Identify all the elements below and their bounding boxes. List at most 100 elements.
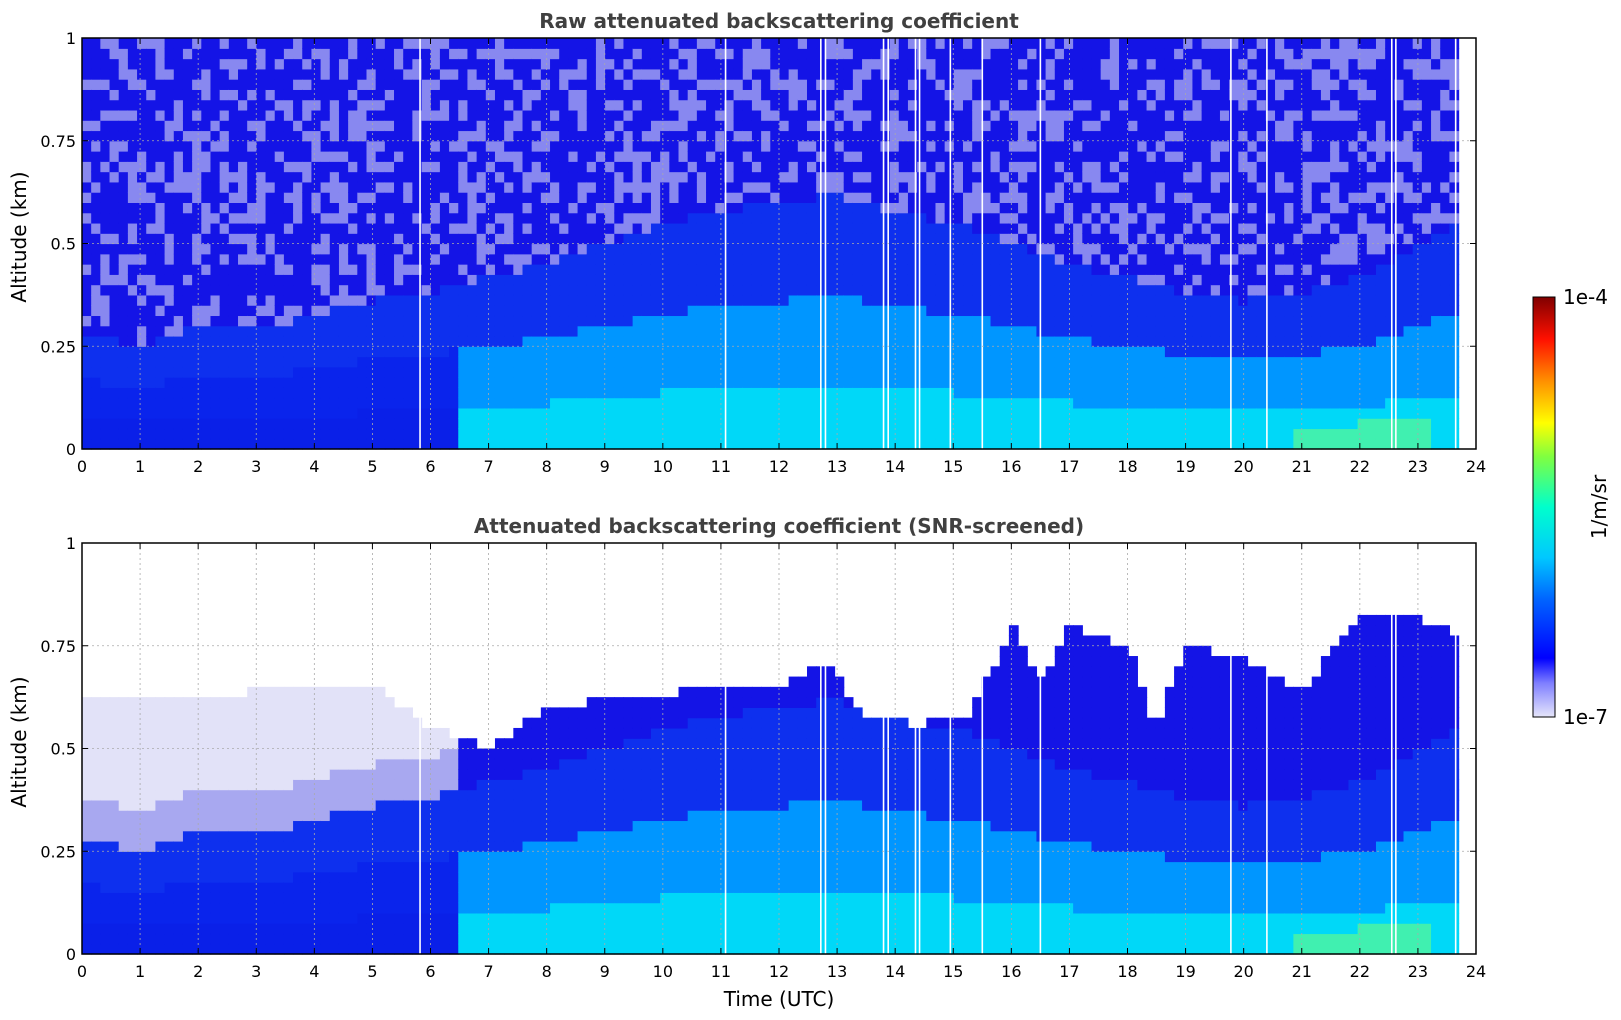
heatmap-cell	[1137, 130, 1148, 142]
heatmap-cell	[715, 38, 726, 49]
heatmap-cell	[1027, 387, 1038, 399]
heatmap-cell	[504, 377, 514, 388]
heatmap-cell	[164, 325, 175, 337]
heatmap-cell	[412, 356, 423, 368]
heatmap-cell	[972, 233, 982, 245]
heatmap-cell	[990, 192, 1001, 203]
heatmap-cell	[926, 274, 937, 286]
heatmap-cell	[641, 346, 652, 358]
heatmap-cell	[283, 233, 294, 245]
heatmap-cell	[283, 264, 294, 275]
heatmap-cell	[238, 264, 248, 275]
heatmap-cell	[632, 428, 643, 440]
heatmap-cell	[394, 202, 404, 214]
heatmap-cell	[1174, 243, 1184, 255]
heatmap-cell	[999, 418, 1010, 430]
heatmap-cell	[1100, 212, 1111, 224]
heatmap-cell	[935, 253, 946, 265]
heatmap-cell	[1036, 202, 1047, 214]
heatmap-cell	[219, 407, 230, 419]
heatmap-cell	[733, 171, 744, 183]
heatmap-cell	[228, 202, 239, 214]
heatmap-cell	[614, 212, 625, 224]
heatmap-cell	[1082, 438, 1093, 450]
heatmap-cell	[109, 38, 120, 49]
heatmap-cell	[494, 305, 505, 317]
heatmap-cell	[972, 387, 982, 399]
heatmap-cell	[458, 325, 469, 337]
heatmap-cell	[1054, 315, 1065, 327]
heatmap-cell	[320, 120, 331, 132]
heatmap-cell	[82, 161, 92, 173]
heatmap-cell	[880, 202, 891, 214]
heatmap-cell	[724, 315, 735, 327]
heatmap-cell	[320, 130, 331, 142]
heatmap-cell	[1100, 202, 1111, 214]
heatmap-cell	[274, 120, 285, 132]
heatmap-cell	[540, 294, 551, 306]
heatmap-cell	[485, 356, 496, 368]
heatmap-cell	[972, 212, 982, 224]
heatmap-cell	[632, 438, 643, 450]
heatmap-cell	[559, 397, 569, 409]
heatmap-cell	[1036, 171, 1047, 183]
heatmap-cell	[1119, 335, 1129, 347]
heatmap-cell	[917, 171, 927, 183]
heatmap-cell	[513, 407, 524, 419]
heatmap-cell	[357, 253, 368, 265]
heatmap-cell	[109, 407, 120, 419]
heatmap-cell	[1091, 161, 1102, 173]
heatmap-cell	[981, 325, 992, 337]
heatmap-cell	[1100, 109, 1111, 121]
heatmap-cell	[265, 222, 276, 234]
heatmap-cell	[210, 407, 221, 419]
heatmap-cell	[559, 418, 569, 430]
heatmap-cell	[348, 222, 358, 234]
heatmap-cell	[146, 438, 157, 450]
heatmap-cell	[522, 120, 533, 132]
heatmap-cell	[605, 130, 615, 142]
heatmap-cell	[907, 68, 918, 80]
heatmap-cell	[201, 418, 212, 430]
heatmap-cell	[733, 243, 744, 255]
heatmap-cell	[577, 99, 588, 111]
heatmap-cell	[146, 140, 157, 152]
heatmap-cell	[678, 274, 689, 286]
heatmap-cell	[430, 294, 441, 306]
heatmap-cell	[192, 428, 202, 440]
heatmap-cell	[1018, 222, 1028, 234]
heatmap-cell	[238, 284, 248, 296]
heatmap-cell	[724, 89, 735, 101]
heatmap-cell	[779, 274, 790, 286]
heatmap-cell	[963, 346, 973, 358]
heatmap-cell	[82, 356, 92, 368]
heatmap-cell	[265, 48, 276, 60]
heatmap-cell	[311, 212, 322, 224]
heatmap-cell	[678, 407, 689, 419]
heatmap-cell	[155, 222, 166, 234]
heatmap-cell	[293, 79, 303, 90]
heatmap-cell	[696, 212, 707, 224]
heatmap-cell	[219, 48, 230, 60]
heatmap-cell	[1146, 387, 1157, 399]
heatmap-cell	[137, 130, 147, 142]
heatmap-cell	[485, 171, 496, 183]
heatmap-cell	[1100, 89, 1111, 101]
heatmap-cell	[724, 284, 735, 296]
heatmap-cell	[348, 89, 358, 101]
heatmap-cell	[770, 233, 781, 245]
heatmap-cell	[586, 79, 597, 90]
heatmap-cell	[963, 202, 973, 214]
heatmap-cell	[880, 212, 891, 224]
heatmap-cell	[449, 222, 459, 234]
heatmap-cell	[265, 120, 276, 132]
heatmap-cell	[568, 438, 579, 450]
heatmap-cell	[274, 397, 285, 409]
heatmap-cell	[1063, 202, 1074, 214]
heatmap-cell	[1091, 294, 1102, 306]
heatmap-cell	[1008, 202, 1019, 214]
heatmap-cell	[1082, 99, 1093, 111]
heatmap-cell	[1027, 243, 1038, 255]
heatmap-cell	[1100, 151, 1111, 162]
heatmap-cell	[513, 202, 524, 214]
